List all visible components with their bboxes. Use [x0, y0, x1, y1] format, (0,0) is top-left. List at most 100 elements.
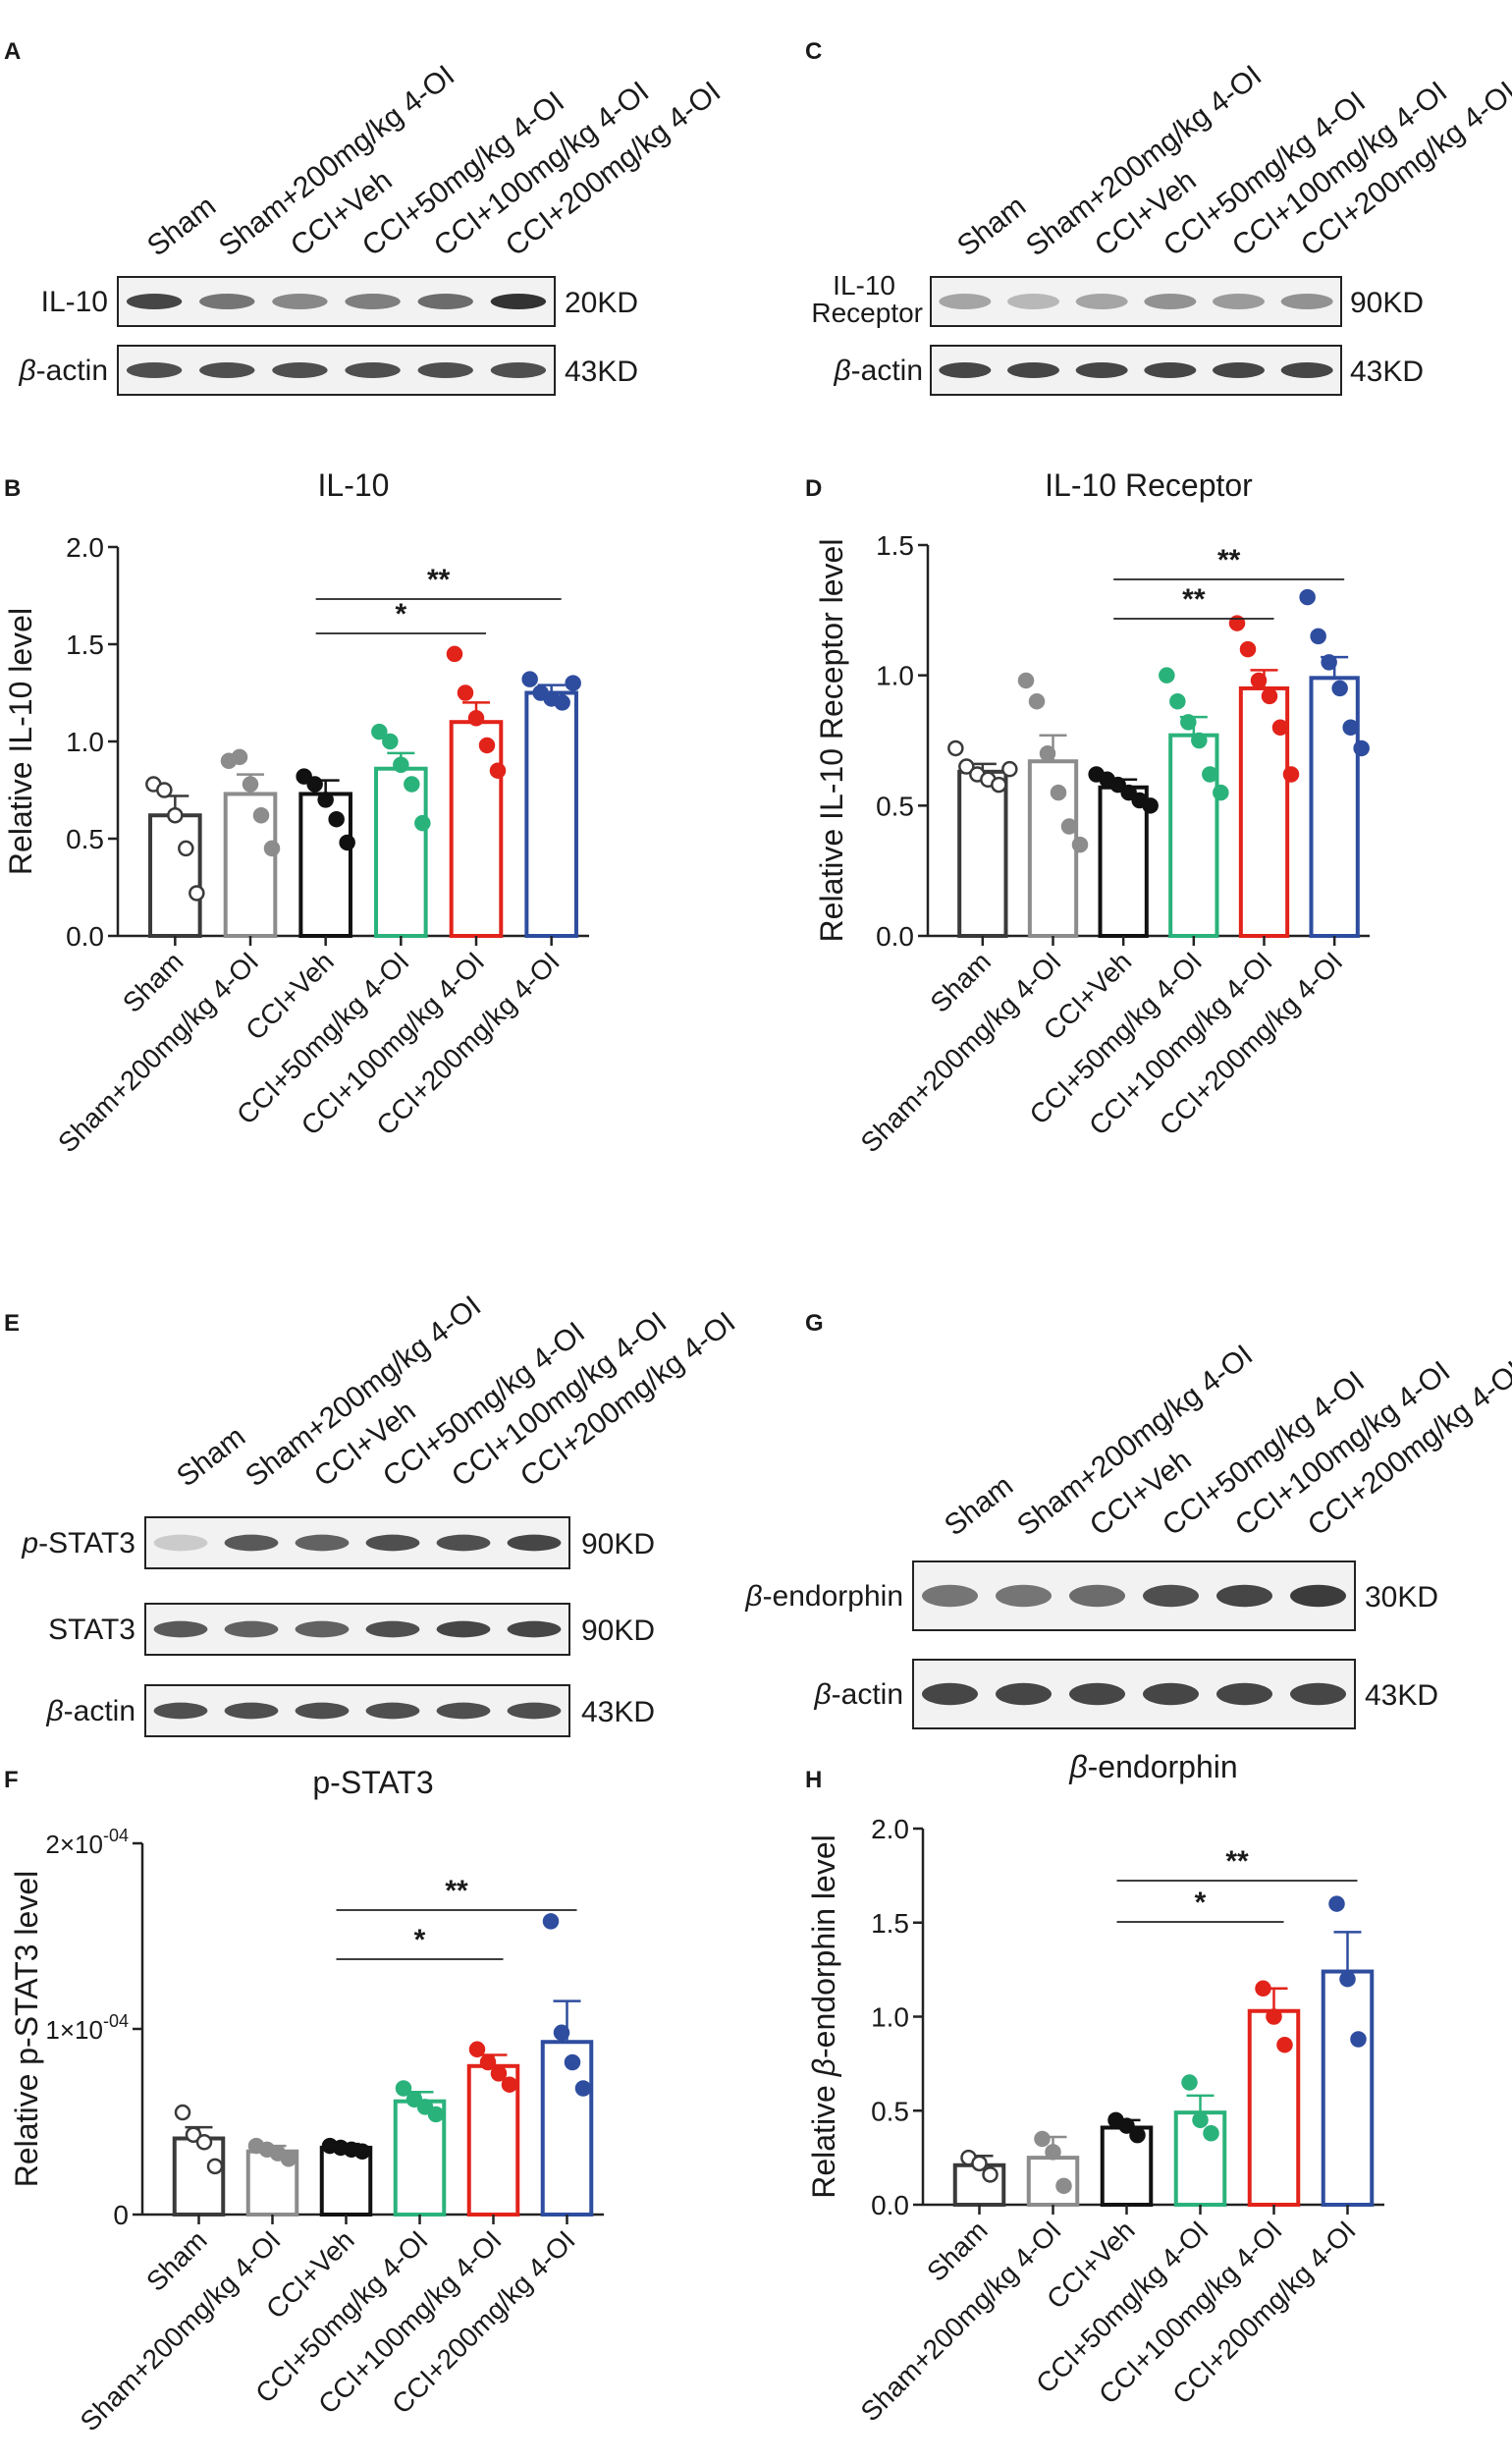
bar: [1168, 733, 1219, 939]
chart-title: IL-10 Receptor: [1045, 467, 1253, 503]
blot-band: [1143, 1682, 1199, 1706]
blot-band: [345, 362, 401, 378]
significance-label: **: [427, 564, 451, 596]
blot-band: [1007, 362, 1059, 378]
significance-label: **: [1182, 583, 1206, 616]
data-point: [1331, 680, 1348, 697]
data-point: [1228, 615, 1246, 631]
blot-lane-label: Sham: [171, 1420, 251, 1493]
data-point: [1055, 2177, 1072, 2195]
data-point: [1266, 2008, 1282, 2025]
y-tick-label: 2.0: [66, 532, 104, 563]
blot-membrane: [912, 1560, 1356, 1631]
data-point: [296, 768, 312, 785]
data-point: [317, 792, 334, 808]
data-point: [427, 2106, 445, 2123]
data-point: [1181, 2074, 1198, 2091]
data-point: [1310, 628, 1326, 645]
bar: [172, 2136, 226, 2217]
chart-title: IL-10: [318, 467, 390, 503]
blot-band: [490, 294, 547, 309]
blot-band: [126, 294, 183, 309]
label-italic-prefix: p: [21, 1527, 38, 1560]
y-tick-label: 1.0: [66, 727, 104, 757]
chart-title: p-STAT3: [312, 1765, 433, 1800]
bar-chart-D: IL-10 Receptor Relative IL-10 Receptor le…: [814, 467, 1370, 1158]
data-point: [479, 2053, 497, 2071]
data-point: [1060, 818, 1078, 835]
y-axis-label: Relative β-endorphin level: [806, 1834, 841, 2198]
blot-lane-label: Sham: [939, 1469, 1019, 1542]
data-point: [468, 2041, 486, 2058]
blot-band: [1280, 294, 1333, 309]
data-point: [339, 834, 355, 851]
data-point: [1328, 1895, 1345, 1912]
label-rest: -actin: [832, 1678, 903, 1711]
blot-band: [490, 362, 547, 378]
label-italic-prefix: β: [814, 1678, 832, 1711]
blot-band: [507, 1620, 562, 1638]
data-point: [1050, 784, 1067, 801]
y-axis-label: Relative IL-10 Receptor level: [814, 539, 849, 943]
panel-letter-F: F: [4, 1767, 19, 1793]
blot-band: [996, 1584, 1052, 1608]
blot-band: [1075, 362, 1128, 378]
beta-symbol: β: [1068, 1749, 1087, 1784]
blot-band: [1144, 362, 1197, 378]
blot-membrane: [117, 345, 556, 396]
data-point: [280, 2151, 297, 2167]
blot-band: [153, 1702, 208, 1720]
data-point: [231, 748, 248, 766]
bar-chart-B: IL-10 Relative IL-10 level 0.0 0.5 1.0 1.5 2.0…: [3, 467, 589, 1158]
data-point: [478, 737, 496, 754]
blot-membrane: [144, 1516, 570, 1569]
y-tick-label: 0.5: [876, 791, 914, 821]
x-tick-label: Sham: [140, 2224, 213, 2297]
data-point: [564, 2053, 581, 2071]
data-point: [1342, 719, 1359, 736]
data-point: [306, 776, 323, 793]
data-point: [446, 645, 463, 663]
blot-band: [922, 1584, 978, 1608]
blot-band: [1213, 294, 1265, 309]
label-italic-prefix: β: [46, 1695, 64, 1727]
data-point: [1276, 2036, 1293, 2053]
tick-exponent: -04: [103, 1826, 129, 1845]
bar: [524, 690, 578, 938]
label-rest: -actin: [64, 1695, 135, 1727]
blot-band: [272, 294, 328, 309]
data-point: [393, 756, 409, 774]
data-point: [1271, 719, 1289, 736]
data-point: [1142, 797, 1159, 814]
significance-label: *: [1195, 1887, 1207, 1919]
bar: [319, 2145, 373, 2217]
significance-label: *: [395, 598, 406, 630]
blot-band: [417, 362, 473, 378]
tick-base: 2×10: [45, 1830, 103, 1859]
data-point: [185, 2126, 202, 2143]
blot-band: [199, 294, 255, 309]
blot-row-label: β-endorphin: [744, 1580, 903, 1613]
blot-band: [436, 1620, 491, 1638]
blot-row-label: β-actin: [834, 355, 924, 387]
data-point: [982, 2166, 999, 2183]
data-point: [404, 776, 420, 793]
data-point: [263, 840, 281, 857]
data-point: [382, 733, 399, 750]
y-tick-label: 1.5: [871, 1908, 909, 1939]
data-point: [501, 2076, 518, 2093]
data-point: [958, 758, 975, 775]
panel-letter-D: D: [805, 475, 822, 502]
bar: [1098, 785, 1149, 939]
blot-membrane: [930, 276, 1342, 327]
blot-kd-label: 90KD: [581, 1615, 655, 1647]
y-tick-label: 0.5: [66, 824, 104, 854]
data-point: [1001, 760, 1018, 778]
data-point: [1239, 640, 1257, 658]
data-point: [1202, 766, 1218, 783]
data-point: [991, 776, 1007, 794]
panel-letter-C: C: [805, 38, 822, 65]
blot-band: [1144, 294, 1197, 309]
data-point: [467, 709, 485, 727]
